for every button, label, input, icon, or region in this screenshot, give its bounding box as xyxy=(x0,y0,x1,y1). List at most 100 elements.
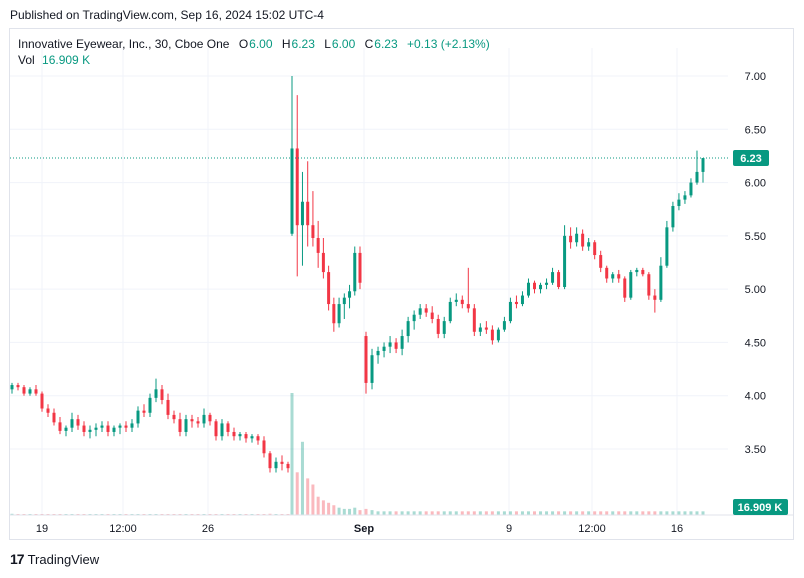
y-tick-label: 7.00 xyxy=(745,71,766,83)
candle-body xyxy=(496,329,500,341)
candle-body xyxy=(16,385,20,388)
candle-body xyxy=(40,393,44,409)
y-axis: 3.50 4.00 4.50 5.00 5.50 6.00 6.50 7.00 xyxy=(745,71,766,456)
candle-body xyxy=(311,225,315,238)
volume-label-text: 16.909 K xyxy=(738,502,783,514)
volume-layer xyxy=(10,393,705,515)
candle-body xyxy=(238,434,242,437)
volume-bar xyxy=(569,511,573,515)
candle-body xyxy=(76,419,80,426)
candle-body xyxy=(587,242,591,247)
legend-ohlc-row: Innovative Eyewear, Inc., 30, Cboe One O… xyxy=(18,36,490,52)
candle-body xyxy=(617,274,621,279)
x-tick-label: 16 xyxy=(671,523,683,535)
candle-body xyxy=(208,414,212,422)
grid-layer xyxy=(10,48,728,515)
symbol-name: Innovative Eyewear, Inc., 30, Cboe One xyxy=(18,37,230,51)
candle-body xyxy=(671,206,675,228)
candle-body xyxy=(370,355,374,383)
candle-body xyxy=(286,463,290,469)
candle-body xyxy=(160,389,164,400)
candle-body xyxy=(316,237,320,253)
candle-layer xyxy=(10,76,705,473)
candle-body xyxy=(250,436,254,439)
volume-bar xyxy=(300,441,304,515)
candle-body xyxy=(683,195,687,200)
candle-body xyxy=(701,158,705,172)
candle-body xyxy=(629,272,633,298)
candle-body xyxy=(388,342,392,347)
volume-bar xyxy=(496,511,500,515)
volume-bar xyxy=(418,511,422,515)
candle-body xyxy=(337,304,341,324)
low-value: 6.00 xyxy=(331,37,356,51)
volume-bar xyxy=(412,511,416,515)
high-value: 6.23 xyxy=(291,37,315,51)
candle-body xyxy=(424,308,428,313)
volume-bar xyxy=(557,511,561,515)
volume-bar xyxy=(490,511,494,515)
candle-body xyxy=(130,423,134,428)
candle-body xyxy=(665,227,669,266)
candle-body xyxy=(184,419,188,432)
candle-body xyxy=(454,299,458,302)
candle-body xyxy=(244,434,248,439)
candle-body xyxy=(214,421,218,437)
candle-body xyxy=(178,419,182,432)
candle-body xyxy=(605,267,609,279)
candle-body xyxy=(569,235,573,243)
close-value: 6.23 xyxy=(374,37,398,51)
candle-body xyxy=(88,429,92,432)
volume-bar xyxy=(406,511,410,515)
candle-body xyxy=(82,425,86,432)
candle-body xyxy=(295,148,299,226)
candle-body xyxy=(545,282,549,285)
volume-bar xyxy=(593,511,597,515)
candle-body xyxy=(106,425,110,432)
y-tick-label: 6.00 xyxy=(745,178,766,190)
candle-body xyxy=(382,346,386,351)
y-tick-label: 4.50 xyxy=(745,337,766,349)
x-tick-label: Sep xyxy=(354,523,374,535)
volume-bar xyxy=(370,510,374,515)
change-value: +0.13 (+2.13%) xyxy=(407,37,490,51)
candle-body xyxy=(46,408,50,413)
volume-bar xyxy=(533,511,536,515)
legend-volume-row: Vol 16.909 K xyxy=(18,52,490,68)
candle-body xyxy=(484,327,488,330)
low-key: L xyxy=(324,37,331,51)
brand-name[interactable]: TradingView xyxy=(27,551,100,567)
volume-bar xyxy=(671,511,675,515)
volume-bar xyxy=(683,511,687,515)
candle-body xyxy=(172,414,176,420)
volume-bar xyxy=(424,511,428,515)
volume-bar xyxy=(10,513,14,515)
volume-bar xyxy=(295,472,299,515)
candle-body xyxy=(539,284,543,290)
volume-bar xyxy=(311,484,315,515)
candle-body xyxy=(394,342,398,349)
candle-body xyxy=(64,427,68,431)
candle-body xyxy=(611,274,615,279)
candle-body xyxy=(430,312,434,319)
volume-bar xyxy=(332,505,336,515)
open-key: O xyxy=(238,37,249,51)
candle-body xyxy=(641,269,645,275)
volume-bar xyxy=(701,511,705,515)
volume-bar xyxy=(623,511,627,515)
candle-body xyxy=(436,318,440,334)
x-axis: 19 12:00 26 Sep 9 12:00 16 xyxy=(9,514,794,535)
volume-label: 16.909 K xyxy=(733,499,788,515)
volume-bar xyxy=(306,478,310,515)
footer: 17 TradingView xyxy=(10,551,99,567)
volume-bar xyxy=(436,511,440,515)
chart-frame[interactable] xyxy=(9,28,794,540)
candle-body xyxy=(52,412,56,423)
volume-bar xyxy=(376,511,380,515)
volume-bar xyxy=(268,513,272,515)
candle-body xyxy=(300,201,304,226)
candle-body xyxy=(526,282,530,296)
volume-bar xyxy=(394,511,398,515)
candle-body xyxy=(502,321,506,330)
